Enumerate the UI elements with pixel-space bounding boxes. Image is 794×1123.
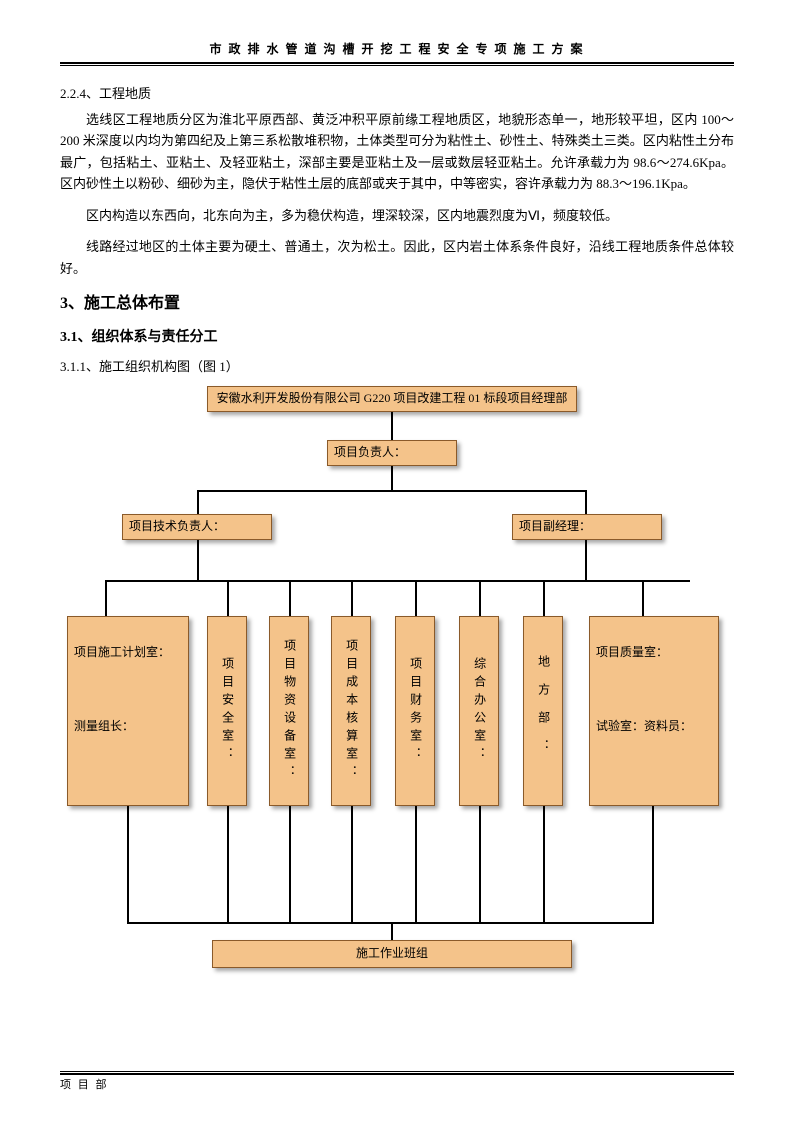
org-box-leader: 项目负责人：: [327, 440, 457, 466]
page-header-title: 市 政 排 水 管 道 沟 槽 开 挖 工 程 安 全 专 项 施 工 方 案: [60, 40, 734, 59]
dept-quality-line1: 项目质量室：: [596, 643, 712, 662]
org-dept-cost: 项目成本核算室：: [331, 616, 371, 806]
org-dept-materials: 项目物资设备室：: [269, 616, 309, 806]
dept-quality-line2: 试验室：资料员：: [596, 717, 712, 736]
section-3-1-1-heading: 3.1.1、施工组织机构图（图 1）: [60, 357, 734, 378]
header-rule-thin: [60, 65, 734, 66]
geology-para-2: 区内构造以东西向，北东向为主，多为稳伏构造，埋深较深，区内地震烈度为Ⅵ，频度较低…: [60, 205, 734, 226]
org-dept-office: 综合办公室：: [459, 616, 499, 806]
org-box-deputy: 项目副经理：: [512, 514, 662, 540]
org-box-top: 安徽水利开发股份有限公司 G220 项目改建工程 01 标段项目经理部: [207, 386, 577, 412]
org-dept-local: 地方部：: [523, 616, 563, 806]
page-footer: 项 目 部: [60, 1071, 734, 1095]
header-rule-thick: [60, 62, 734, 64]
footer-text: 项 目 部: [60, 1077, 734, 1095]
org-box-tech-leader: 项目技术负责人：: [122, 514, 272, 540]
org-box-bottom: 施工作业班组: [212, 940, 572, 968]
dept-planning-line1: 项目施工计划室：: [74, 643, 182, 662]
org-dept-planning: 项目施工计划室： 测量组长：: [67, 616, 189, 806]
org-dept-finance: 项目财务室：: [395, 616, 435, 806]
dept-cost-text: 项目成本核算室：: [338, 625, 364, 797]
org-dept-quality: 项目质量室： 试验室：资料员：: [589, 616, 719, 806]
geology-para-3: 线路经过地区的土体主要为硬土、普通土，次为松土。因此，区内岩土体系条件良好，沿线…: [60, 236, 734, 279]
section-3-1-heading: 3.1、组织体系与责任分工: [60, 327, 734, 349]
org-dept-safety: 项目安全室：: [207, 616, 247, 806]
geology-para-1: 选线区工程地质分区为淮北平原西部、黄泛冲积平原前缘工程地质区，地貌形态单一，地形…: [60, 109, 734, 195]
footer-rule-thin: [60, 1071, 734, 1072]
dept-finance-text: 项目财务室：: [402, 625, 428, 797]
dept-safety-text: 项目安全室：: [214, 625, 240, 797]
dept-planning-line2: 测量组长：: [74, 717, 182, 736]
footer-rule-thick: [60, 1073, 734, 1075]
section-224-heading: 2.2.4、工程地质: [60, 84, 734, 105]
section-3-heading: 3、施工总体布置: [60, 291, 734, 317]
dept-materials-text: 项目物资设备室：: [276, 625, 302, 797]
dept-local-text: 地方部：: [530, 625, 556, 797]
dept-office-text: 综合办公室：: [466, 625, 492, 797]
org-chart: 安徽水利开发股份有限公司 G220 项目改建工程 01 标段项目经理部 项目负责…: [67, 386, 727, 996]
